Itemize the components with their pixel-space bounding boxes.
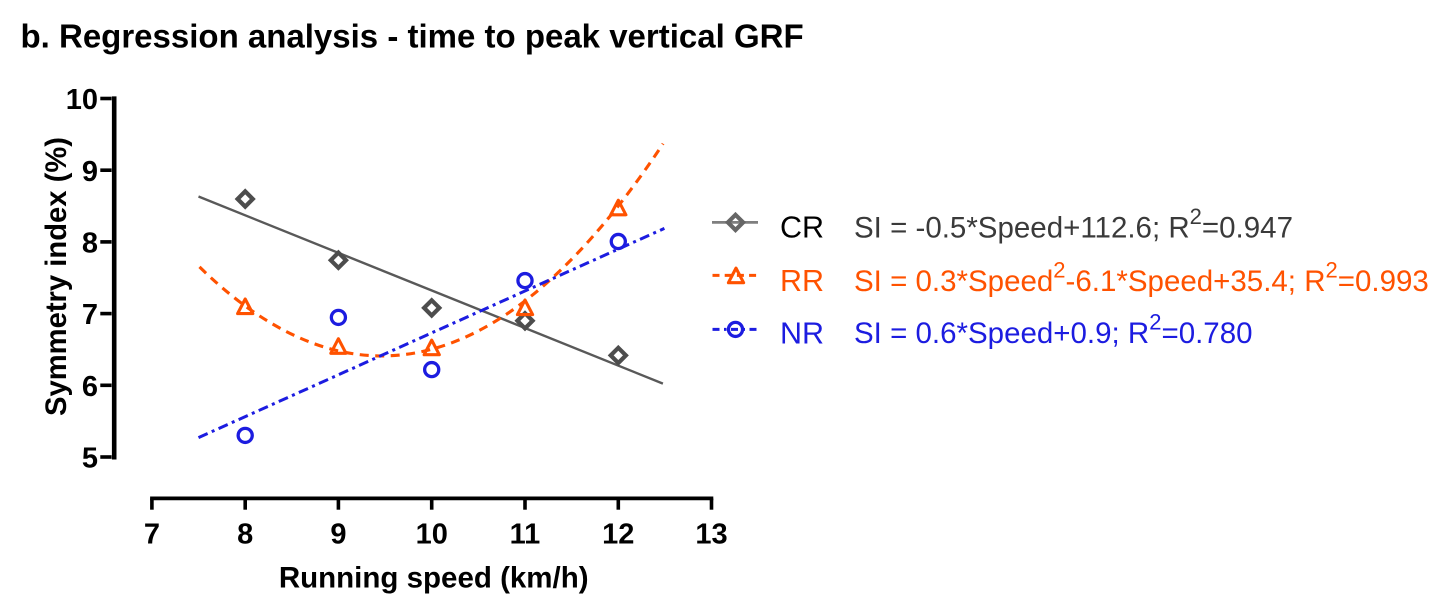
svg-text:7: 7 <box>82 299 98 331</box>
svg-text:13: 13 <box>695 519 727 551</box>
svg-text:7: 7 <box>144 519 160 551</box>
svg-text:9: 9 <box>330 519 346 551</box>
svg-text:Symmetry index (%): Symmetry index (%) <box>41 137 73 416</box>
svg-text:5: 5 <box>82 443 98 475</box>
svg-text:SI = -0.5*Speed+112.6; R2=0.94: SI = -0.5*Speed+112.6; R2=0.947 <box>854 204 1293 245</box>
svg-text:SI = 0.6*Speed+0.9; R2=0.780: SI = 0.6*Speed+0.9; R2=0.780 <box>854 310 1253 351</box>
svg-text:CR: CR <box>780 211 824 245</box>
svg-text:10: 10 <box>416 519 448 551</box>
svg-text:9: 9 <box>82 156 98 188</box>
svg-text:Running speed (km/h): Running speed (km/h) <box>279 561 589 594</box>
svg-text:b. Regression analysis - time: b. Regression analysis - time to peak ve… <box>21 18 804 55</box>
svg-text:RR: RR <box>780 264 824 298</box>
svg-text:6: 6 <box>82 371 98 403</box>
svg-text:8: 8 <box>82 228 98 260</box>
svg-text:NR: NR <box>780 317 824 351</box>
svg-text:11: 11 <box>510 519 541 551</box>
svg-text:8: 8 <box>237 519 253 551</box>
svg-text:10: 10 <box>66 84 98 116</box>
svg-text:12: 12 <box>602 519 634 551</box>
